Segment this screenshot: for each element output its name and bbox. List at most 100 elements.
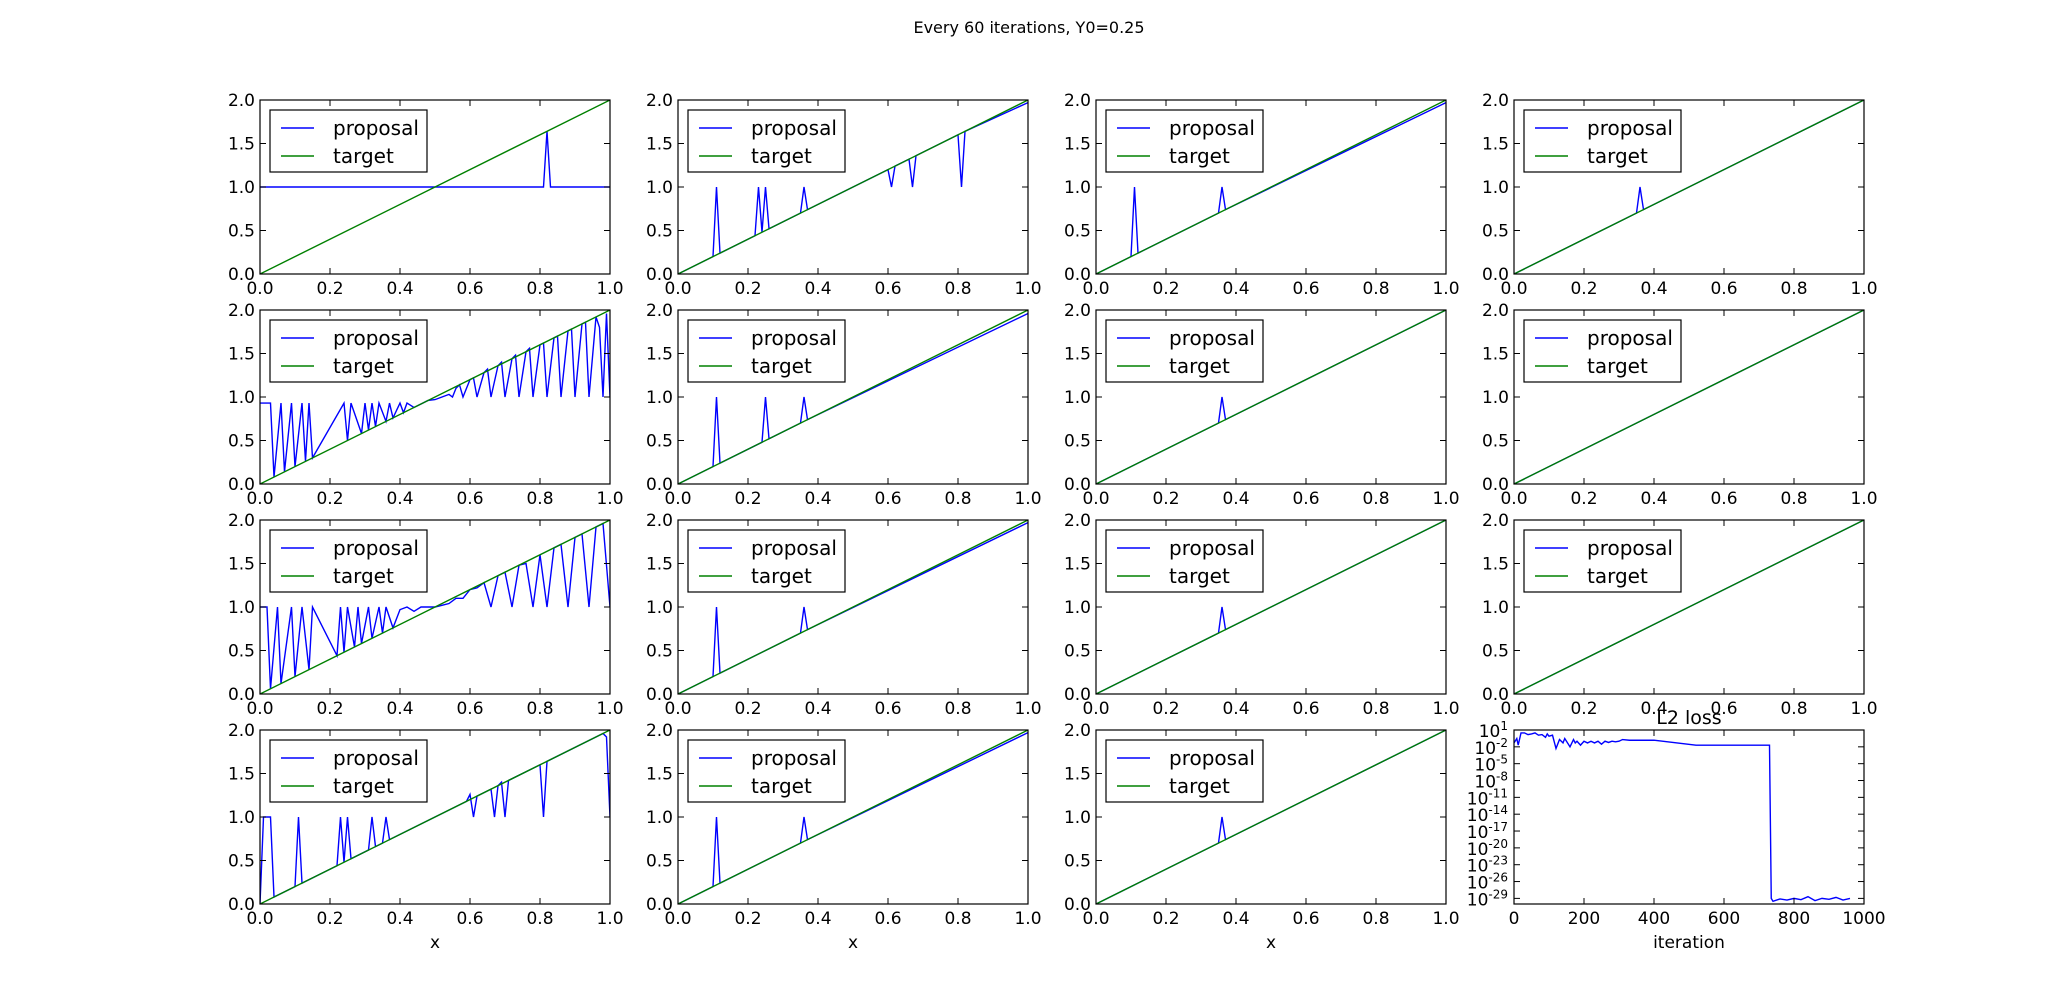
- x-tick-label: 600: [1708, 909, 1740, 929]
- y-tick-label: 1.0: [228, 178, 255, 198]
- y-tick-label: 1.0: [228, 388, 255, 408]
- x-axis-label: iteration: [1653, 933, 1725, 953]
- x-tick-label: 0.2: [1570, 699, 1597, 719]
- x-tick-label: 0.6: [874, 909, 901, 929]
- x-tick-label: 1.0: [1014, 489, 1041, 509]
- legend-label-target: target: [333, 354, 394, 378]
- y-tick-label: 1.0: [646, 178, 673, 198]
- y-tick-label: 0.0: [1064, 685, 1091, 705]
- x-tick-label: 0.6: [1292, 489, 1319, 509]
- x-tick-label: 0.8: [526, 489, 553, 509]
- legend-label-proposal: proposal: [333, 326, 419, 350]
- x-tick-label: 1.0: [1850, 699, 1877, 719]
- x-tick-label: 0.8: [526, 909, 553, 929]
- y-tick-label: 2.0: [228, 301, 255, 321]
- x-tick-label: 0.8: [1780, 699, 1807, 719]
- x-tick-label: 0.2: [316, 279, 343, 299]
- y-tick-label: 1.0: [1482, 598, 1509, 618]
- x-tick-label: 0.6: [456, 279, 483, 299]
- x-tick-label: 800: [1778, 909, 1810, 929]
- legend-label-proposal: proposal: [333, 536, 419, 560]
- x-tick-label: 0.8: [526, 279, 553, 299]
- legend-label-target: target: [333, 774, 394, 798]
- y-tick-label: 0.0: [646, 685, 673, 705]
- series-line-target: [1096, 310, 1446, 484]
- legend-box: [1105, 529, 1264, 593]
- y-tick-label: 2.0: [228, 721, 255, 741]
- y-tick-label: 1.5: [228, 765, 255, 785]
- legend-box: [269, 319, 428, 383]
- x-tick-label: 0.6: [1292, 909, 1319, 929]
- legend-label-target: target: [1587, 564, 1648, 588]
- y-tick-label: 10-29: [1467, 887, 1508, 910]
- panel-r0c2: 0.0 0.2 0.4 0.6 0.8 1.0 0.0 0.5 1.0 1.5 2.0 proposa…: [1064, 91, 1460, 299]
- y-tick-label: 10-8: [1474, 770, 1508, 793]
- x-tick-label: 0.2: [734, 909, 761, 929]
- y-tick-label: 0.0: [646, 265, 673, 285]
- x-tick-label: 0.6: [456, 909, 483, 929]
- legend-box: [1523, 529, 1682, 593]
- y-tick-label: 1.5: [1064, 345, 1091, 365]
- y-tick-label: 1.0: [1064, 178, 1091, 198]
- y-tick-label: 2.0: [1064, 301, 1091, 321]
- y-tick-label: 0.0: [228, 685, 255, 705]
- y-tick-label: 2.0: [1482, 91, 1509, 111]
- x-tick-label: 0.8: [944, 489, 971, 509]
- y-tick-label: 10-11: [1467, 786, 1508, 809]
- legend-label-target: target: [1169, 774, 1230, 798]
- x-tick-label: 0.0: [1082, 279, 1109, 299]
- x-tick-label: 0.6: [456, 489, 483, 509]
- x-tick-label: 1.0: [596, 699, 623, 719]
- y-tick-label: 2.0: [228, 511, 255, 531]
- y-tick-label: 10-5: [1474, 753, 1508, 776]
- legend-label-proposal: proposal: [751, 116, 837, 140]
- y-tick-label: 0.0: [228, 265, 255, 285]
- legend-label-target: target: [751, 144, 812, 168]
- series-line-proposal: [260, 313, 610, 478]
- x-tick-label: 0.8: [1780, 489, 1807, 509]
- y-tick-label: 1.5: [646, 345, 673, 365]
- x-tick-label: 0.8: [944, 699, 971, 719]
- y-tick-label: 1.5: [646, 135, 673, 155]
- panels-grid: 0.0 0.2 0.4 0.6 0.8 1.0 0.0 0.5 1.0 1.5 2.0 proposa…: [228, 91, 1886, 953]
- y-tick-label: 0.0: [1482, 685, 1509, 705]
- x-tick-label: 0.6: [1710, 279, 1737, 299]
- x-tick-label: 1.0: [1850, 279, 1877, 299]
- panel-r2c3: 0.0 0.2 0.4 0.6 0.8 1.0 0.0 0.5 1.0 1.5 2.0 proposa…: [1482, 511, 1878, 719]
- y-tick-label: 0.5: [1064, 222, 1091, 242]
- x-tick-label: 0.8: [944, 279, 971, 299]
- x-tick-label: 0.4: [386, 909, 413, 929]
- x-tick-label: 0.2: [734, 279, 761, 299]
- legend: proposal target: [1105, 739, 1264, 803]
- x-tick-label: 0.2: [1152, 699, 1179, 719]
- x-tick-label: 0.0: [664, 279, 691, 299]
- x-tick-label: 1.0: [1432, 489, 1459, 509]
- y-tick-label: 10-20: [1467, 837, 1508, 860]
- x-tick-label: 400: [1638, 909, 1670, 929]
- legend-label-proposal: proposal: [751, 746, 837, 770]
- x-tick-label: 0.2: [1152, 909, 1179, 929]
- series-line-target: [678, 100, 1028, 274]
- y-tick-label: 2.0: [1064, 511, 1091, 531]
- y-tick-label: 0.0: [228, 475, 255, 495]
- x-tick-label: 0.8: [944, 909, 971, 929]
- x-tick-label: 0.8: [526, 699, 553, 719]
- legend-box: [687, 109, 846, 173]
- legend-box: [1105, 109, 1264, 173]
- legend-box: [687, 739, 846, 803]
- x-tick-label: 0.0: [664, 489, 691, 509]
- y-tick-label: 0.5: [646, 222, 673, 242]
- y-tick-label: 0.5: [228, 432, 255, 452]
- x-tick-label: 0.4: [1222, 909, 1249, 929]
- y-tick-label: 1.0: [646, 388, 673, 408]
- legend: proposal target: [1523, 109, 1682, 173]
- y-tick-label: 10-14: [1467, 803, 1508, 826]
- x-tick-label: 1.0: [596, 909, 623, 929]
- legend-box: [1523, 109, 1682, 173]
- y-tick-label: 0.5: [1064, 432, 1091, 452]
- legend-label-target: target: [1169, 144, 1230, 168]
- y-tick-label: 0.5: [228, 852, 255, 872]
- panel-r2c0: 0.0 0.2 0.4 0.6 0.8 1.0 0.0 0.5 1.0 1.5 2.0 proposa…: [228, 511, 624, 719]
- series-line-target: [678, 310, 1028, 484]
- panel-title: L2 loss: [1656, 707, 1721, 729]
